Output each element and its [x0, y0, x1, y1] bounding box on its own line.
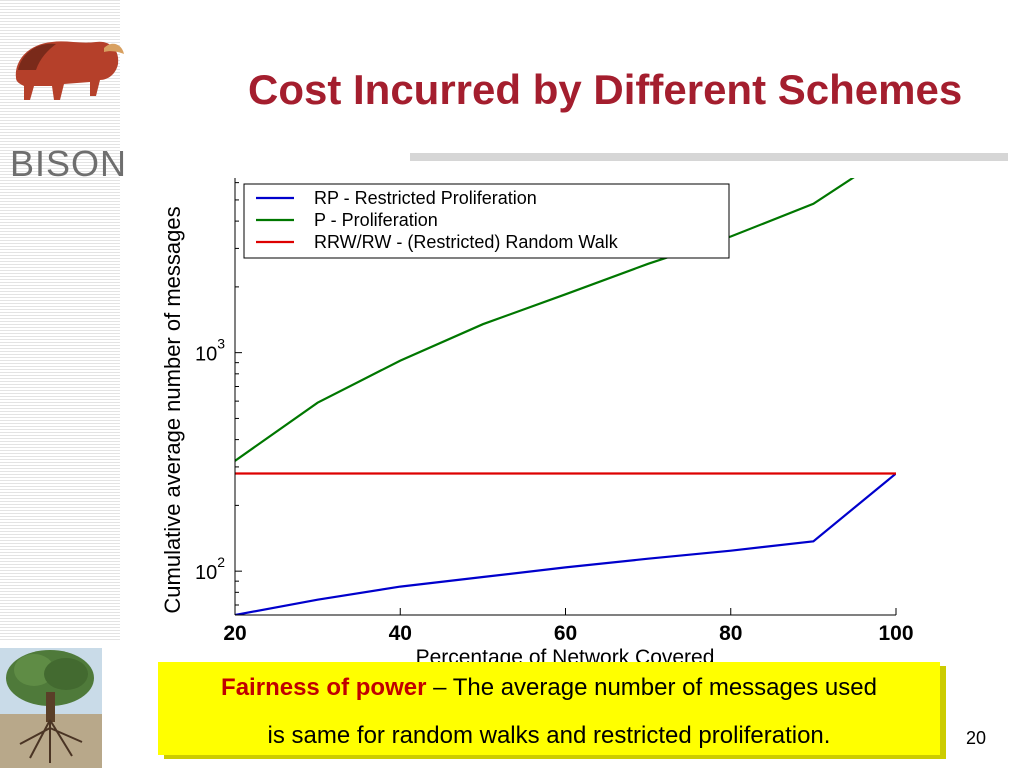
callout-emphasis: Fairness of power: [221, 674, 427, 701]
callout-line-1: Fairness of power – The average number o…: [158, 662, 940, 710]
series-layer: [235, 178, 896, 615]
decorative-stripes: [0, 0, 120, 640]
x-tick-layer: 20 40 60 80 100: [223, 608, 914, 645]
x-tick-label: 20: [223, 622, 246, 645]
title-underline-bar: [410, 153, 1008, 161]
legend-label-3: RRW/RW - (Restricted) Random Walk: [314, 232, 619, 252]
tree-image: [0, 648, 102, 768]
y-tick-exponent: 2: [217, 554, 225, 570]
callout-box: Fairness of power – The average number o…: [158, 662, 940, 755]
series-line-1: [235, 472, 896, 615]
series-line-2: [235, 178, 855, 462]
y-tick-label: 103: [195, 336, 225, 366]
page-number: 20: [966, 728, 987, 748]
legend-label-2: P - Proliferation: [314, 210, 438, 230]
x-tick-label: 80: [719, 622, 742, 645]
callout-text-1: – The average number of messages used: [426, 674, 877, 701]
x-tick-label: 40: [389, 622, 412, 645]
logo-text: BISON: [10, 143, 128, 184]
y-axis-label: Cumulative average number of messages: [160, 206, 185, 613]
y-tick-label: 102: [195, 554, 225, 584]
slide-title: Cost Incurred by Different Schemes: [248, 66, 963, 113]
x-tick-label: 60: [554, 622, 577, 645]
chart: 102 103 20 40 60 80 100 Percentage of Network…: [150, 170, 940, 670]
x-tick-label: 100: [878, 622, 913, 645]
bison-icon: [15, 41, 124, 100]
legend-label-1: RP - Restricted Proliferation: [314, 188, 537, 208]
tree-icon: [0, 648, 102, 768]
y-tick-exponent: 3: [217, 336, 225, 352]
callout-line-2: is same for random walks and restricted …: [267, 722, 831, 749]
bison-logo: BISON: [4, 30, 134, 184]
legend-box: [243, 183, 730, 259]
